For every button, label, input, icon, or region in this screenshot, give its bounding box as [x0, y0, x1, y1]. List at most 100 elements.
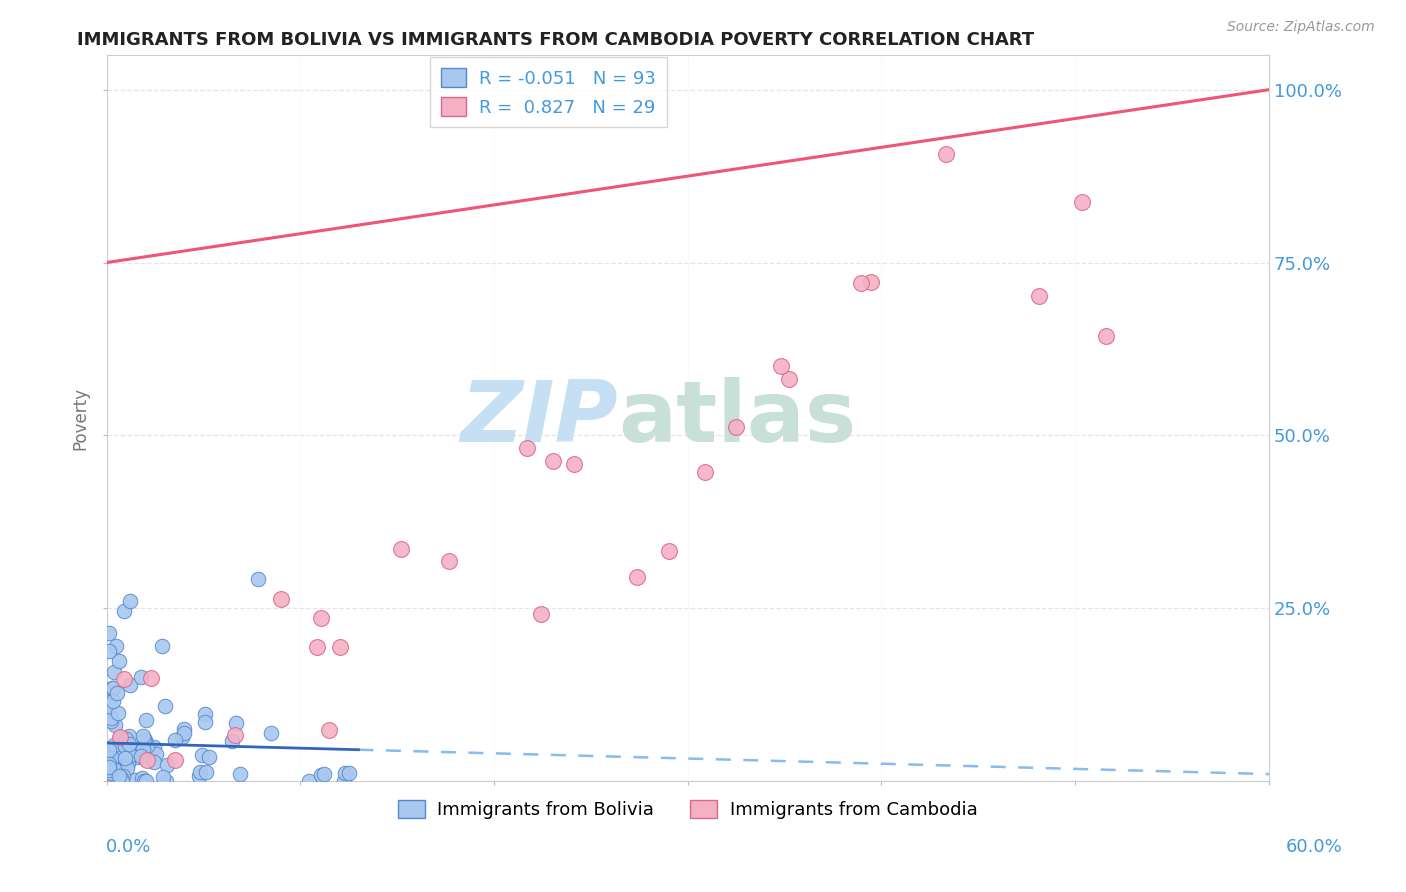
Point: [120, 747, 142, 761]
Point: [188, 769, 211, 783]
Point: [101, 681, 124, 695]
Point: [530, 607, 553, 622]
Point: [198, 750, 221, 764]
Point: [108, 654, 131, 668]
Point: [309, 768, 332, 782]
Text: Source: ZipAtlas.com: Source: ZipAtlas.com: [1227, 20, 1375, 34]
Point: [103, 762, 125, 776]
Point: [150, 640, 173, 654]
Point: [100, 714, 122, 728]
Point: [333, 765, 356, 780]
Point: [103, 694, 125, 708]
Point: [298, 774, 321, 789]
Point: [626, 569, 648, 583]
Point: [332, 773, 354, 788]
Point: [97, 743, 120, 757]
Point: [314, 767, 336, 781]
Point: [1028, 289, 1050, 303]
Point: [104, 749, 127, 764]
Point: [337, 765, 360, 780]
Point: [135, 714, 157, 728]
Point: [541, 454, 564, 468]
Point: [132, 733, 155, 747]
Point: [389, 542, 412, 557]
Point: [562, 457, 585, 471]
Point: [118, 594, 141, 608]
Point: [859, 276, 882, 290]
Point: [135, 774, 157, 789]
Text: IMMIGRANTS FROM BOLIVIA VS IMMIGRANTS FROM CAMBODIA POVERTY CORRELATION CHART: IMMIGRANTS FROM BOLIVIA VS IMMIGRANTS FR…: [77, 31, 1035, 49]
Point: [129, 669, 152, 683]
Point: [194, 714, 217, 729]
Point: [849, 276, 872, 290]
Point: [229, 766, 252, 780]
Point: [221, 733, 243, 747]
Point: [195, 764, 218, 779]
Point: [115, 761, 138, 775]
Point: [110, 771, 132, 785]
Point: [105, 686, 128, 700]
Point: [97, 760, 120, 774]
Point: [131, 772, 153, 786]
Point: [114, 739, 136, 753]
Point: [270, 592, 292, 607]
Point: [118, 678, 141, 692]
Point: [117, 729, 139, 743]
Point: [103, 681, 125, 696]
Point: [100, 711, 122, 725]
Point: [769, 359, 792, 373]
Point: [97, 699, 120, 714]
Point: [173, 723, 195, 737]
Point: [112, 769, 135, 783]
Point: [98, 709, 121, 723]
Point: [115, 755, 138, 769]
Point: [108, 730, 131, 744]
Point: [153, 698, 176, 713]
Point: [112, 672, 135, 686]
Point: [143, 740, 166, 755]
Point: [224, 728, 246, 742]
Point: [108, 769, 131, 783]
Point: [100, 766, 122, 780]
Point: [188, 765, 211, 780]
Point: [935, 146, 957, 161]
Point: [97, 625, 120, 640]
Point: [103, 743, 125, 757]
Point: [155, 774, 177, 789]
Point: [108, 730, 131, 744]
Point: [97, 763, 120, 777]
Point: [163, 753, 186, 767]
Point: [156, 758, 179, 772]
Point: [117, 756, 139, 770]
Point: [101, 751, 124, 765]
Point: [104, 640, 127, 654]
Point: [112, 604, 135, 618]
Point: [101, 744, 124, 758]
Point: [111, 774, 134, 789]
Point: [134, 733, 156, 747]
Point: [1071, 195, 1094, 210]
Point: [107, 706, 129, 720]
Point: [778, 372, 800, 386]
Point: [97, 695, 120, 709]
Point: [516, 441, 538, 455]
Point: [118, 747, 141, 762]
Point: [170, 730, 193, 744]
Point: [260, 725, 283, 739]
Point: [693, 465, 716, 479]
Point: [97, 760, 120, 774]
Point: [135, 753, 157, 767]
Point: [658, 544, 681, 558]
Text: 60.0%: 60.0%: [1286, 838, 1343, 855]
Text: atlas: atlas: [619, 376, 856, 459]
Point: [1095, 329, 1118, 343]
Point: [165, 732, 187, 747]
Point: [103, 665, 125, 680]
Point: [139, 671, 162, 685]
Point: [129, 748, 152, 763]
Point: [129, 745, 152, 759]
Text: 0.0%: 0.0%: [105, 838, 150, 855]
Point: [136, 739, 159, 753]
Point: [225, 715, 247, 730]
Point: [97, 766, 120, 780]
